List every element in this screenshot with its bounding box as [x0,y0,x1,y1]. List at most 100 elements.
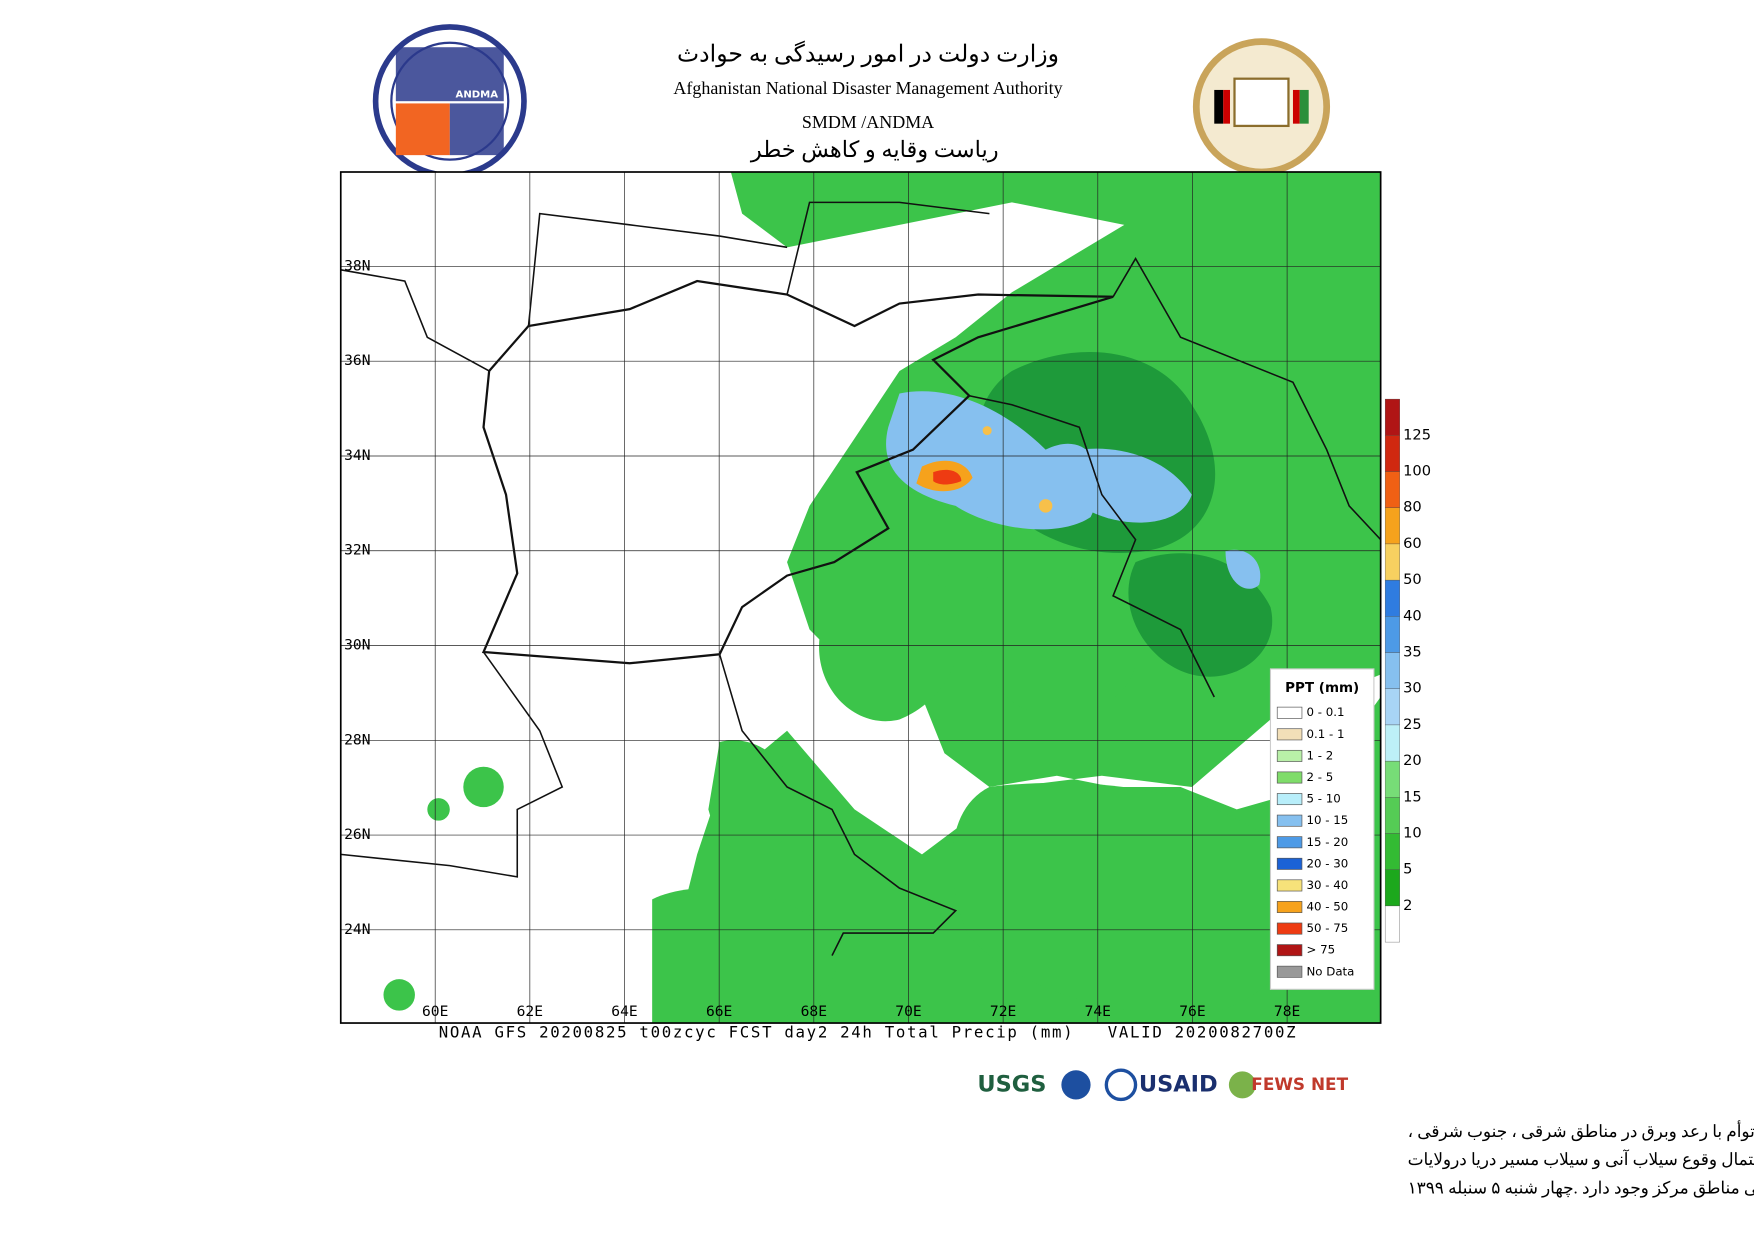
partners: USGS USAID FEWS NET [977,1068,1349,1102]
legend-swatch [1276,814,1303,827]
logo-text: ANDMA [456,89,499,100]
legend-label: > 75 [1306,943,1335,957]
colorbar-segment [1384,652,1400,689]
colorbar-tick-label: 35 [1403,643,1422,660]
legend-label: No Data [1306,964,1354,978]
legend-swatch [1276,793,1303,806]
subtitle-en: SMDM /ANDMA [802,112,934,132]
colorbar-tick-label: 60 [1403,535,1422,552]
lat-label: 28N [344,731,370,748]
legend-label: 0 - 0.1 [1306,705,1344,719]
colorbar-tick-label: 20 [1403,752,1422,769]
legend-label: 1 - 2 [1306,748,1333,762]
map-caption: NOAA GFS 20200825 t00zcyc FCST day2 24h … [439,1023,1298,1042]
legend-swatch [1276,749,1303,762]
borders [340,201,1381,956]
andma-logo: ANDMA [372,24,527,179]
colorbar-tick-label: 2 [1403,897,1412,914]
lat-label: 30N [344,637,370,654]
legend-swatch [1276,771,1303,784]
lon-label: 68E [801,1003,827,1020]
legend-swatch [1276,922,1303,935]
lon-label: 74E [1085,1003,1111,1020]
colorbar-segment [1384,435,1400,472]
colorbar-segment [1384,724,1400,762]
graticule: 38N 36N 34N 32N 30N 28N 26N 24N 60E 62E 64E 66E 68E 7… [340,172,1381,1024]
colorbar-segment [1384,905,1400,943]
colorbar-segment [1384,869,1400,907]
lat-label: 38N [344,257,370,274]
colorbar-tick-label: 80 [1403,499,1422,516]
partner-logo: USGS [977,1071,1046,1097]
legend-swatch [1276,728,1303,741]
colorbar-segment [1384,543,1400,581]
colorbar-segment [1384,507,1400,545]
legend-label: 5 - 10 [1306,792,1340,806]
legend-swatch [1276,965,1303,978]
colorbar-segment [1384,398,1400,436]
legend: PPT (mm) 0 - 0.1 0.1 - 1 1 - 2 2 - 5 5 - 10 1… [1269,668,1375,990]
colorbar-tick-label: 125 [1403,426,1431,443]
lon-label: 70E [895,1003,921,1020]
legend-label: 20 - 30 [1306,856,1348,870]
legend-title: PPT (mm) [1285,680,1359,696]
legend-swatch [1276,944,1303,957]
lat-label: 26N [344,826,370,843]
description-line: نورستان ، لغمان ، ننگرهار، پکتیا ، خوست … [1408,1177,1754,1198]
lon-label: 62E [517,1003,543,1020]
colorbar-segment [1384,833,1400,870]
legend-swatch [1276,879,1303,892]
lat-label: 36N [344,352,370,369]
description: طبق نقشه فوق طی ۲۴ ساعت آینده بارندگی شد… [1408,1120,1754,1198]
colorbar-tick-label: 50 [1403,571,1422,588]
fews-globe [1228,1071,1256,1099]
legend-label: 10 - 15 [1306,813,1348,827]
legend-swatch [1276,706,1303,719]
legend-label: 50 - 75 [1306,921,1348,935]
partner-logo: FEWS NET [1251,1074,1348,1094]
colorbar-tick-label: 100 [1403,462,1431,479]
legend-label: 0.1 - 1 [1306,727,1344,741]
description-line: طبق نقشه فوق طی ۲۴ ساعت آینده بارندگی شد… [1408,1120,1754,1142]
subtitle-fa: ریاست وقایه و کاهش خطر [750,137,999,163]
legend-swatch [1276,836,1303,849]
noaa-logo [1061,1070,1091,1100]
lon-label: 78E [1274,1003,1300,1020]
colorbar-tick-label: 5 [1403,861,1412,878]
lat-label: 34N [344,447,370,464]
colorbar-tick-label: 15 [1403,788,1422,805]
colorbar-segment [1384,797,1400,834]
partner-logo: USAID [1139,1071,1218,1097]
lat-label: 32N [344,542,370,559]
legend-swatch [1276,901,1303,913]
lon-label: 76E [1179,1003,1205,1020]
legend-label: 15 - 20 [1306,835,1348,849]
colorbar-tick-label: 40 [1403,607,1422,624]
lon-label: 72E [990,1003,1016,1020]
colorbar-segment [1384,616,1400,653]
colorbar-segment [1384,688,1400,726]
lon-label: 66E [706,1003,732,1020]
colorbar-tick-label: 10 [1403,824,1422,841]
description-line: بعضی مناطق شمال شرقی و مناطق مرکز پیش بی… [1408,1148,1754,1170]
legend-label: 40 - 50 [1306,900,1348,914]
colorbar-segment [1384,579,1400,617]
legend-label: 2 - 5 [1306,770,1333,784]
emblem [1192,38,1331,176]
colorbar-segment [1384,760,1400,798]
title-fa: وزارت دولت در امور رسیدگی به حوادث [677,40,1059,68]
colorbar-tick-label: 30 [1403,680,1422,697]
colorbar-segment [1384,471,1400,508]
colorbar-tick-label: 25 [1403,716,1422,733]
usda-logo [1104,1068,1138,1102]
lon-label: 60E [422,1003,448,1020]
lat-label: 24N [344,921,370,938]
map-frame [339,171,1382,1024]
lon-label: 64E [611,1003,637,1020]
legend-swatch [1276,857,1303,870]
precip-field [340,172,1381,1024]
title-en: Afghanistan National Disaster Management… [673,78,1062,98]
